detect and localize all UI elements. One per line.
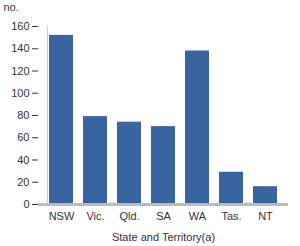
svg-text:Tas.: Tas. <box>221 210 241 222</box>
svg-text:0: 0 <box>23 198 29 210</box>
svg-text:NT: NT <box>258 210 273 222</box>
svg-text:no.: no. <box>4 1 19 13</box>
svg-text:NSW: NSW <box>49 210 75 222</box>
svg-text:State and Territory(a): State and Territory(a) <box>112 231 215 243</box>
svg-text:60: 60 <box>17 131 29 143</box>
svg-text:80: 80 <box>17 109 29 121</box>
svg-text:120: 120 <box>11 65 29 77</box>
svg-text:100: 100 <box>11 87 29 99</box>
svg-text:SA: SA <box>156 210 171 222</box>
svg-text:160: 160 <box>11 20 29 32</box>
svg-text:20: 20 <box>17 176 29 188</box>
svg-text:Qld.: Qld. <box>119 210 139 222</box>
svg-text:Vic.: Vic. <box>86 210 104 222</box>
svg-text:WA: WA <box>189 210 207 222</box>
svg-text:140: 140 <box>11 42 29 54</box>
svg-text:40: 40 <box>17 154 29 166</box>
